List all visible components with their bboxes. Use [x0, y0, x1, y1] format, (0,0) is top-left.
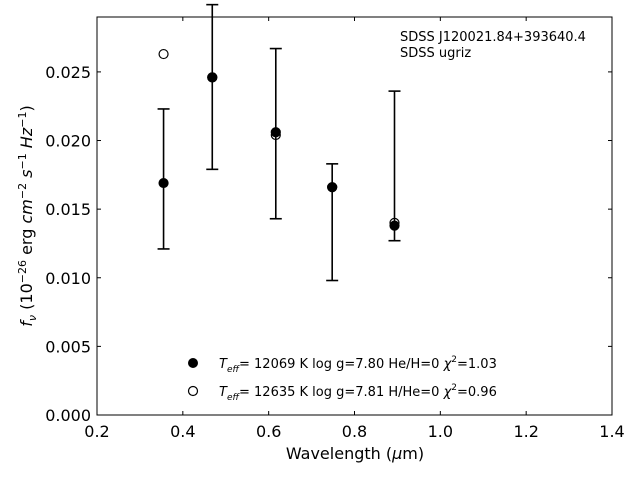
- y-tick-label: 0.015: [45, 200, 91, 219]
- annotation-object-name: SDSS J120021.84+393640.4: [400, 30, 586, 45]
- error-bars: [157, 3, 401, 282]
- x-tick-label: 0.4: [170, 422, 195, 441]
- point-open: [207, 72, 218, 83]
- annotation-survey: SDSS ugriz: [400, 46, 471, 61]
- x-tick-label: 1.0: [428, 422, 453, 441]
- point-open: [270, 129, 281, 141]
- plot-frame: [96, 16, 613, 416]
- error-bar: [206, 3, 219, 171]
- x-axis-label: Wavelength (μm): [286, 444, 424, 463]
- point-open: [158, 48, 169, 60]
- y-axis-label: fν (10−26 erg cm−2 s−1 Hz−1): [16, 105, 39, 326]
- point-filled: [158, 177, 169, 189]
- axis-ticks: 0.2 0.4 0.6 0.8 1.0 1.2 1.4 0.000 0.005 0.010 0.01…: [45, 17, 625, 441]
- y-tick-label: 0.025: [45, 63, 91, 82]
- y-tick-label: 0.005: [45, 337, 91, 356]
- legend-label-db-model: Teff= 12635 K log g=7.81 H/He=0 χ2=0.96: [219, 383, 497, 403]
- y-tick-label: 0.020: [45, 132, 91, 151]
- point-filled: [270, 127, 281, 138]
- x-tick-label: 1.2: [513, 422, 538, 441]
- legend: Teff= 12069 K log g=7.80 He/H=0 χ2=1.03 …: [187, 355, 497, 403]
- y-tick-label: 0.000: [45, 406, 91, 425]
- x-tick-label: 0.2: [84, 422, 109, 441]
- point-open: [389, 217, 400, 228]
- data-points: [158, 48, 400, 231]
- legend-marker-open: [187, 385, 199, 397]
- error-bar: [388, 90, 401, 242]
- x-tick-label: 1.4: [599, 422, 624, 441]
- legend-label-da-model: Teff= 12069 K log g=7.80 He/H=0 χ2=1.03: [219, 355, 497, 375]
- point-filled: [389, 220, 400, 231]
- y-tick-label: 0.010: [45, 269, 91, 288]
- point-open: [327, 182, 338, 193]
- error-bar: [326, 163, 339, 282]
- x-tick-label: 0.8: [342, 422, 367, 441]
- x-tick-label: 0.6: [256, 422, 281, 441]
- legend-marker-filled: [188, 358, 198, 368]
